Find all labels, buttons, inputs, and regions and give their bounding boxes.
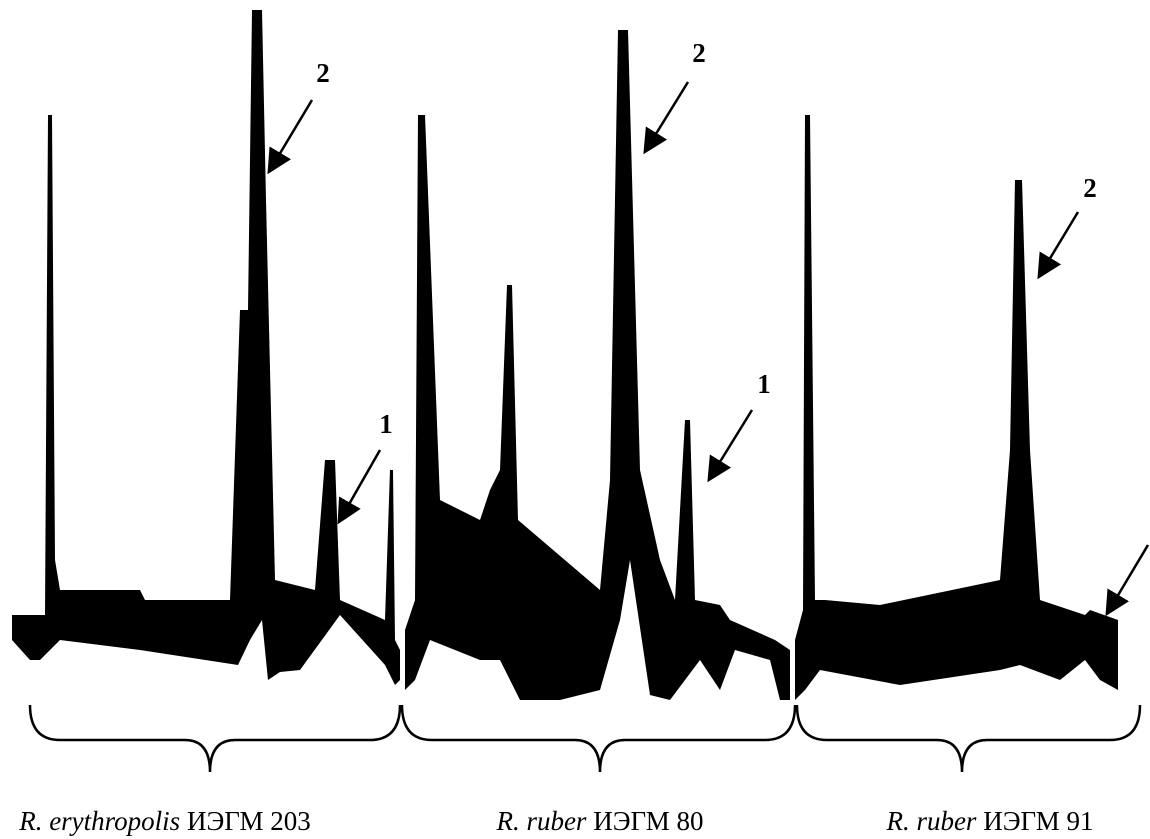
caption: R. erythropolis ИЭГМ 203: [18, 806, 311, 836]
species: R. ruber: [495, 806, 586, 836]
peak-label: 2: [1083, 173, 1097, 203]
arrow: [710, 410, 752, 478]
caption: R. ruber ИЭГМ 80: [495, 806, 703, 836]
brace: [797, 705, 1140, 772]
brace: [30, 705, 400, 772]
species: R. erythropolis: [18, 806, 180, 836]
arrow: [646, 82, 688, 150]
strain: ИЭГМ 203: [187, 806, 311, 836]
peak-label: 1: [757, 369, 771, 399]
arrow: [1040, 212, 1078, 275]
figure: 2 1 2 1 2 1 R. erythropolis ИЭГМ 203 R. …: [0, 0, 1150, 839]
page: {"panels": [ {"species": "R. erythropoli…: [0, 0, 1150, 839]
peak-label: 2: [692, 38, 706, 68]
species: R. ruber: [885, 806, 976, 836]
trace: [12, 10, 400, 685]
caption: R. ruber ИЭГМ 91: [885, 806, 1093, 836]
brace: [402, 705, 795, 772]
arrow: [1108, 545, 1148, 612]
strain: ИЭГМ 80: [593, 806, 703, 836]
strain: ИЭГМ 91: [983, 806, 1093, 836]
trace: [405, 30, 790, 700]
trace: [795, 115, 1118, 700]
peak-label: 2: [316, 58, 330, 88]
arrow: [340, 450, 380, 520]
peak-label: 1: [379, 409, 393, 439]
arrow: [270, 100, 312, 170]
